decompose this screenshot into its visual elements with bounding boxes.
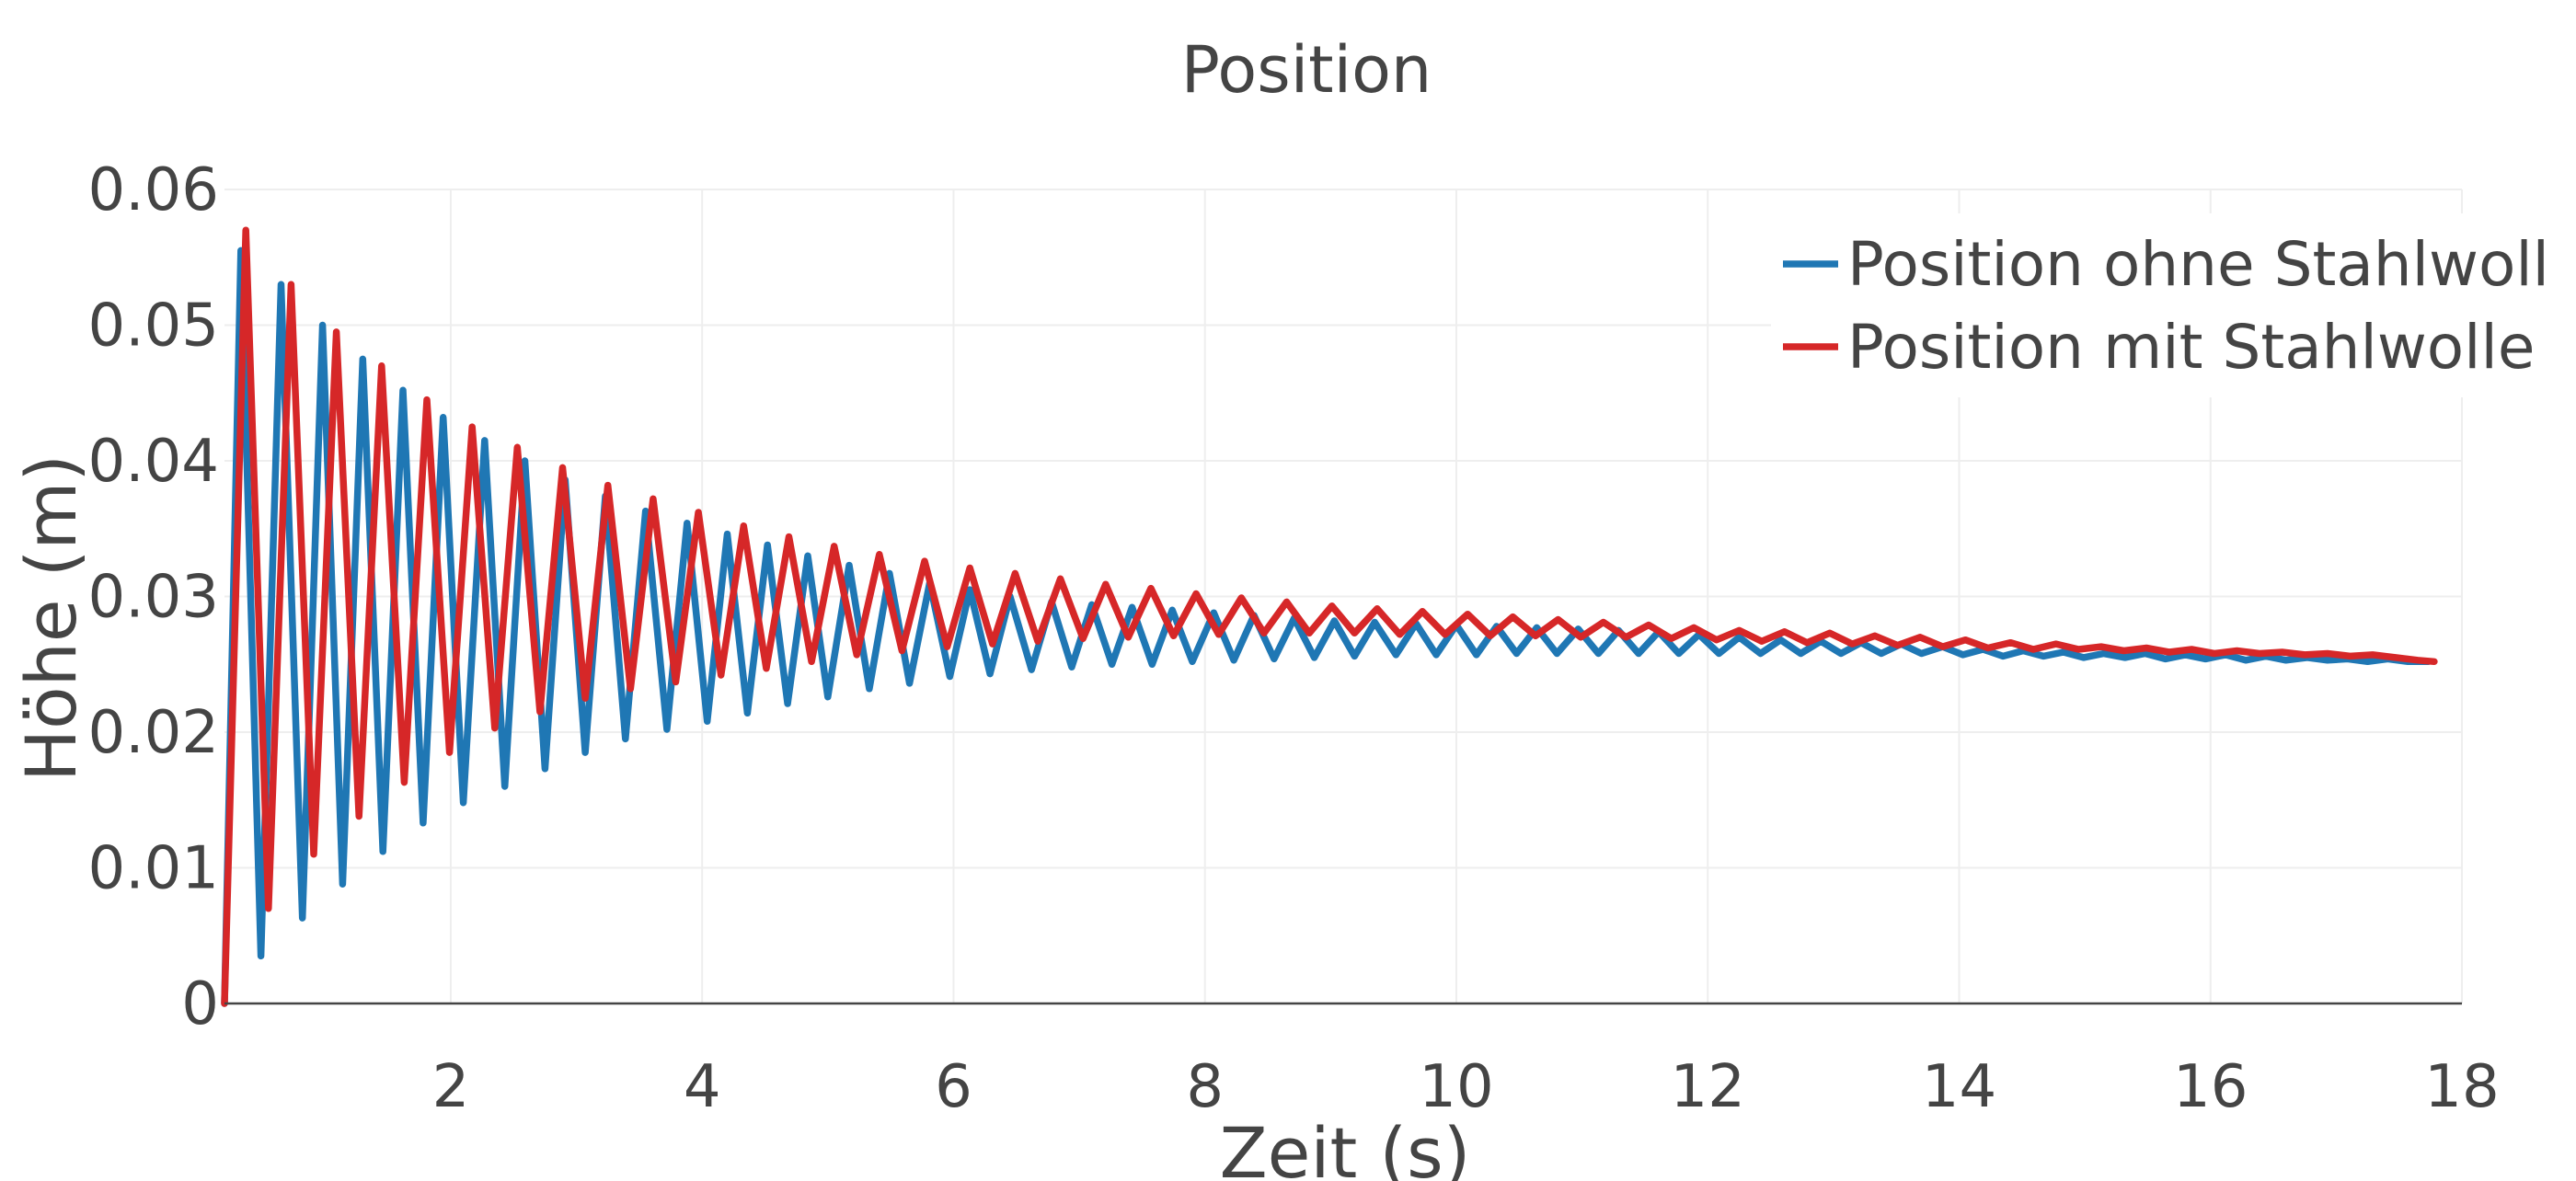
legend-background <box>1771 213 2548 397</box>
x-tick-label: 4 <box>684 1053 721 1121</box>
x-tick-label: 10 <box>1419 1053 1493 1121</box>
x-tick-label: 12 <box>1671 1053 1745 1121</box>
x-tick-label: 2 <box>432 1053 470 1121</box>
legend-item-mit[interactable]: Position mit Stahlwolle <box>1783 312 2535 383</box>
legend[interactable]: Position ohne Stahlwoll Position mit Sta… <box>1771 213 2549 397</box>
y-tick-label: 0 <box>181 970 219 1038</box>
tick-label-layer: 0 0.01 0.02 0.03 0.04 0.05 0.06 2 4 6 8 10 12 14 16 18 <box>88 156 2500 1121</box>
legend-label-ohne: Position ohne Stahlwoll <box>1847 229 2549 300</box>
legend-label-mit: Position mit Stahlwolle <box>1847 312 2535 383</box>
y-tick-label: 0.05 <box>88 292 220 361</box>
y-tick-label: 0.03 <box>88 564 220 632</box>
x-tick-label: 18 <box>2424 1053 2499 1121</box>
x-tick-label: 8 <box>1186 1053 1224 1121</box>
x-tick-label: 16 <box>2173 1053 2248 1121</box>
series-layer <box>221 226 2438 1007</box>
y-axis-label: Höhe (m) <box>10 454 92 782</box>
x-tick-label: 6 <box>935 1053 972 1121</box>
legend-item-ohne[interactable]: Position ohne Stahlwoll <box>1783 229 2549 300</box>
y-tick-label: 0.04 <box>88 428 220 496</box>
y-tick-label: 0.02 <box>88 699 220 767</box>
series-line-mit-stahlwolle <box>221 226 2438 1007</box>
chart-title: Position <box>1181 32 1432 108</box>
series-line-ohne-stahlwolle <box>221 247 2432 1007</box>
x-tick-label: 14 <box>1922 1053 1996 1121</box>
y-tick-label: 0.01 <box>88 835 220 903</box>
y-tick-label: 0.06 <box>88 156 220 224</box>
x-axis-label: Zeit (s) <box>1220 1112 1471 1181</box>
